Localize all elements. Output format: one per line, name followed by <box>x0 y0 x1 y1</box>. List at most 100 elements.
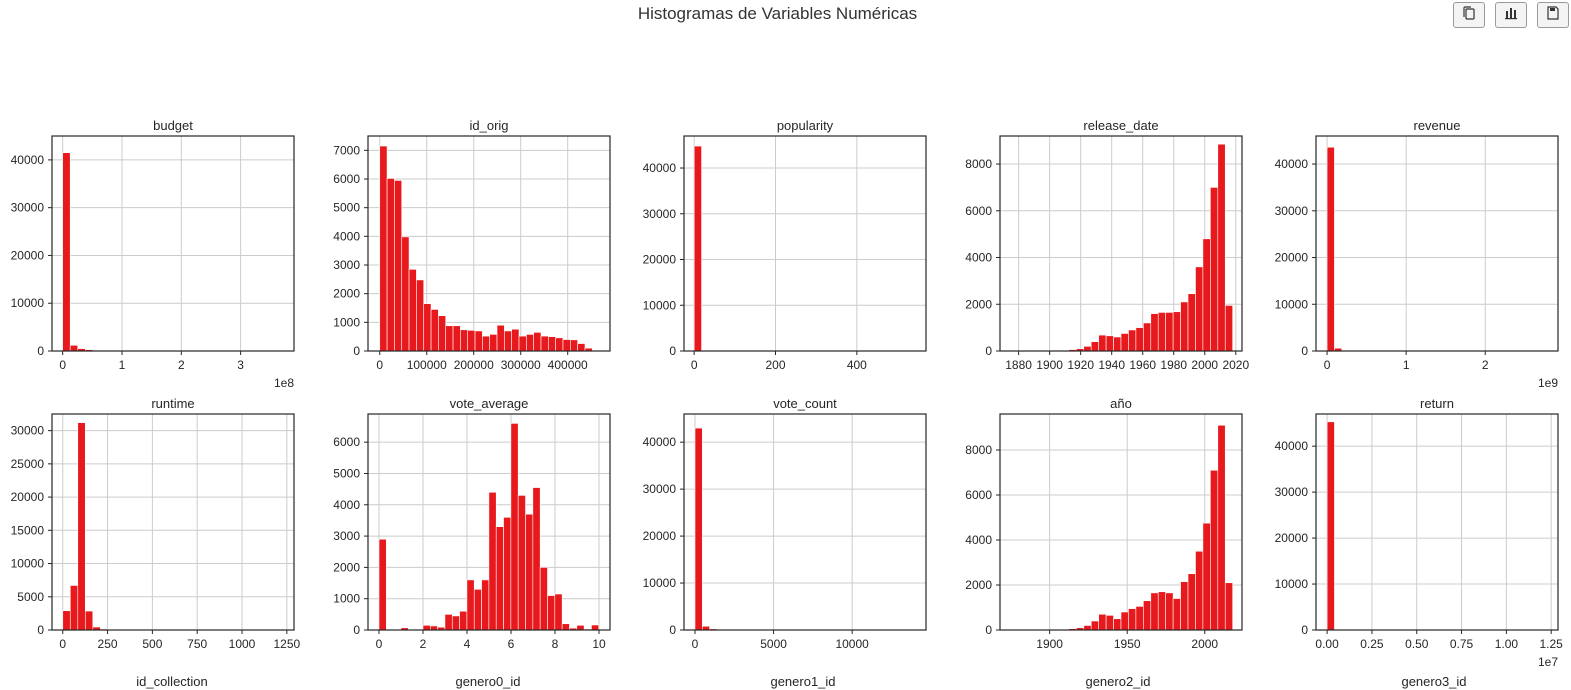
histogram-bar <box>62 610 71 631</box>
histogram-bar <box>1105 335 1114 352</box>
y-tick-label: 20000 <box>1275 251 1309 265</box>
histogram-bar <box>591 624 600 631</box>
y-tick-label: 2000 <box>965 578 992 592</box>
x-tick-label: 5000 <box>760 637 787 651</box>
x-offset-label: 1e9 <box>1538 376 1558 390</box>
y-tick-label: 10000 <box>643 298 677 312</box>
histogram-bar <box>467 330 476 352</box>
axes-frame <box>1315 135 1559 352</box>
x-tick-label: 1900 <box>1036 358 1063 372</box>
histogram-bar <box>517 495 526 631</box>
page-title: Histogramas de Variables Numéricas <box>637 4 918 23</box>
x-tick-label: 0 <box>691 358 698 372</box>
histogram-bar <box>1326 146 1335 352</box>
x-tick-label: 1.25 <box>1540 637 1564 651</box>
copy-icon <box>1461 5 1477 26</box>
x-tick-label: 1.00 <box>1495 637 1519 651</box>
x-offset-label: 1e8 <box>274 376 294 390</box>
x-tick-label: 1980 <box>1160 358 1187 372</box>
histogram-bar <box>1165 592 1174 631</box>
x-tick-label: 500 <box>142 637 162 651</box>
axes-frame <box>367 135 611 352</box>
histogram-bar <box>1157 591 1166 631</box>
histogram-bar <box>1143 600 1152 631</box>
y-tick-label: 40000 <box>643 435 677 449</box>
y-tick-label: 2000 <box>965 297 992 311</box>
y-tick-label: 4000 <box>965 533 992 547</box>
histogram-bar <box>489 334 498 352</box>
histogram-bar <box>408 268 417 352</box>
histogram-bar <box>1210 187 1219 352</box>
x-tick-label: 1920 <box>1067 358 1094 372</box>
x-tick-label: 10000 <box>835 637 869 651</box>
axes-frame <box>999 135 1243 352</box>
x-tick-label: 250 <box>98 637 118 651</box>
histogram-bar <box>1210 469 1219 631</box>
histogram-bar <box>1150 592 1159 631</box>
histogram-return: return 0.00 0.25 0.50 0.75 1.00 1.25 0 10000 2000… <box>1275 396 1564 669</box>
histogram-bar <box>1202 238 1211 352</box>
x-tick-label: 0 <box>59 637 66 651</box>
chart-button[interactable] <box>1495 2 1527 28</box>
histogram-bar <box>540 335 549 352</box>
histogram-bar <box>562 339 571 352</box>
histogram-bar <box>1090 341 1099 352</box>
histogram-bar <box>1128 608 1137 631</box>
x-tick-label: 400000 <box>548 358 588 372</box>
panel-title: popularity <box>777 118 834 133</box>
y-tick-label: 2000 <box>333 560 360 574</box>
histogram-bar <box>386 178 395 352</box>
axes-frame <box>1315 413 1559 631</box>
y-tick-label: 4000 <box>965 251 992 265</box>
histogram-release_date: release_date 1880 1900 1920 1940 1960 1980 2000… <box>965 118 1249 372</box>
y-tick-label: 0 <box>353 344 360 358</box>
x-tick-label: 400 <box>847 358 867 372</box>
y-tick-label: 5000 <box>17 590 44 604</box>
histogram-bar <box>1187 573 1196 631</box>
x-tick-label: 300000 <box>501 358 541 372</box>
histogram-bar <box>422 625 431 631</box>
y-tick-label: 10000 <box>11 296 45 310</box>
save-icon <box>1545 5 1561 26</box>
histogram-bar <box>430 309 439 352</box>
x-tick-label: 1880 <box>1005 358 1032 372</box>
histogram-bar <box>401 236 410 352</box>
histogram-bar <box>693 145 702 352</box>
histogram-bar <box>1135 606 1144 631</box>
y-tick-label: 20000 <box>11 248 45 262</box>
axes-frame <box>367 413 611 631</box>
histogram-bar <box>452 325 461 352</box>
histogram-bar <box>1083 625 1092 631</box>
x-tick-label: 1940 <box>1098 358 1125 372</box>
x-tick-label: 2000 <box>1191 358 1218 372</box>
histogram-bar <box>510 423 519 631</box>
histogram-bar <box>503 517 512 631</box>
histogram-vote_count: vote_count 0 5000 10000 0 10000 20000 30000 4000… <box>643 396 927 651</box>
histogram-bar <box>1135 327 1144 352</box>
y-tick-label: 20000 <box>643 253 677 267</box>
copy-button[interactable] <box>1453 2 1485 28</box>
y-tick-label: 0 <box>985 623 992 637</box>
histogram-bar <box>460 329 469 352</box>
x-tick-label: 2020 <box>1222 358 1249 372</box>
y-tick-label: 10000 <box>643 576 677 590</box>
save-button[interactable] <box>1537 2 1569 28</box>
histogram-bar <box>473 589 482 631</box>
histogram-bar <box>466 579 475 631</box>
histogram-bar <box>548 336 556 352</box>
histogram-bar <box>577 343 586 352</box>
histogram-bar <box>555 337 564 352</box>
x-tick-label: 200 <box>765 358 785 372</box>
y-tick-label: 2000 <box>333 287 360 301</box>
panel-title: id_orig <box>469 118 508 133</box>
x-tick-label: 1 <box>119 358 126 372</box>
y-tick-label: 6000 <box>965 488 992 502</box>
y-tick-label: 3000 <box>333 258 360 272</box>
x-offset-label: 1e7 <box>1538 655 1558 669</box>
x-tick-label: 1250 <box>273 637 300 651</box>
y-tick-label: 0 <box>353 623 360 637</box>
x-tick-label: 3 <box>237 358 244 372</box>
histogram-bar <box>1120 611 1129 631</box>
histogram-bar <box>378 538 387 631</box>
next-row-title-1: id_collection <box>136 674 208 689</box>
